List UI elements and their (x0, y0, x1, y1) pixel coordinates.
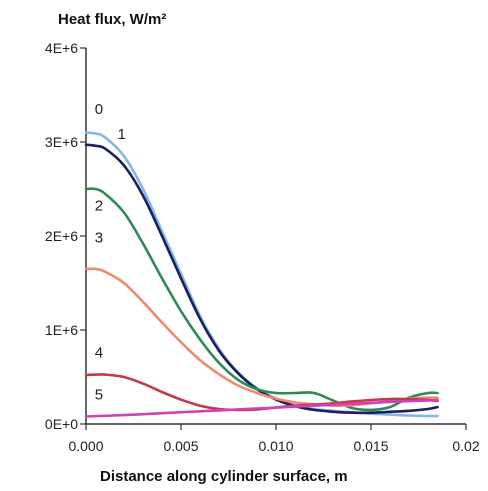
y-tick-label: 1E+6 (45, 322, 78, 338)
x-tick-label: 0.000 (68, 438, 103, 454)
series-line-1 (84, 143, 439, 415)
series-line-5 (84, 398, 439, 418)
curve-labels: 01 2 3 4 5 (95, 101, 126, 404)
y-tick-label: 0E+0 (45, 416, 78, 432)
series-line-3 (84, 267, 439, 408)
curve-label-4: 4 (95, 344, 103, 361)
series-line-2 (84, 187, 439, 412)
series-line-0 (84, 131, 439, 418)
x-tick-label: 0.015 (353, 438, 388, 454)
x-tick-label: 0.010 (258, 438, 293, 454)
curve-label-5: 5 (95, 387, 103, 404)
curve-label-2: 2 (95, 198, 103, 215)
y-tick-label: 4E+6 (45, 40, 78, 56)
y-tick-label: 2E+6 (45, 228, 78, 244)
curve-label-0: 0 (95, 101, 103, 118)
x-tick-label: 0.005 (163, 438, 198, 454)
y-axis-title: Heat flux, W/m² (58, 11, 166, 28)
x-axis-title: Distance along cylinder surface, m (100, 468, 348, 485)
series-group (84, 131, 439, 418)
x-tick-label: 0.02 (452, 438, 479, 454)
curve-label-3: 3 (95, 230, 103, 247)
y-tick-label: 3E+6 (45, 134, 78, 150)
axes: 0E+0 1E+6 2E+6 3E+6 4E+6 0.000 0.005 0.010 0.015… (45, 40, 480, 454)
curve-label-1: 1 (118, 126, 126, 143)
